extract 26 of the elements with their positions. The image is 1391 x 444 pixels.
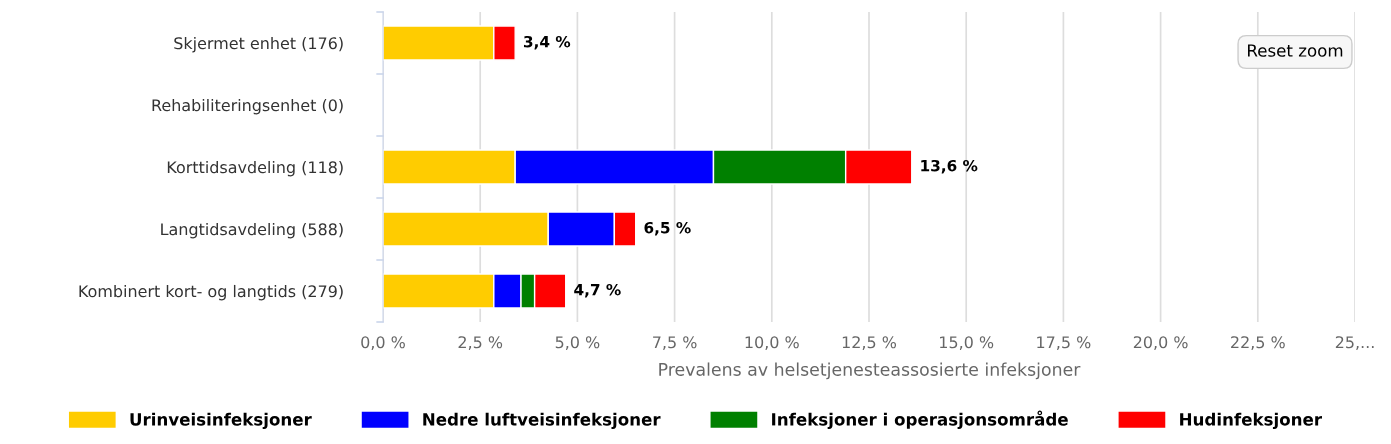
y-tick-label: Langtidsavdeling (588)	[161, 222, 343, 239]
y-tick-label: Kombinert kort- og langtids (279)	[79, 284, 343, 301]
legend-label: Nedre luftveisinfeksjoner	[423, 412, 661, 429]
x-tick-label: 2,5 %	[458, 336, 503, 350]
legend-label: Urinveisinfeksjoner	[130, 412, 312, 429]
legend-label: Hudinfeksjoner	[1180, 412, 1322, 429]
total-label: 13,6 %	[921, 159, 978, 174]
x-tick-label: 17,5 %	[1037, 336, 1091, 350]
y-tick-label: Skjermet enhet (176)	[174, 36, 343, 53]
annotation: Reset zoom	[1248, 44, 1343, 57]
x-tick-label: 0,0 %	[361, 336, 405, 350]
x-tick-label: 7,5 %	[653, 336, 697, 350]
x-tick-label: 5,0 %	[555, 336, 600, 350]
x-tick-label: 22,5 %	[1231, 336, 1285, 350]
x-tick-label: 12,5 %	[842, 336, 897, 350]
total-label: 4,7 %	[574, 283, 621, 298]
x-axis-title: Prevalens av helsetjenesteassosierte infeksjoner	[659, 362, 1081, 380]
total-label: 3,4 %	[523, 35, 571, 50]
y-tick-label: Rehabiliteringsenhet (0)	[152, 98, 343, 115]
x-tick-label: 25,...	[1335, 336, 1374, 350]
x-tick-label: 20,0 %	[1133, 336, 1188, 350]
x-tick-label: 15,0 %	[940, 336, 994, 350]
legend-label: Infeksjoner i operasjonsområde	[772, 410, 1068, 429]
x-tick-label: 10,0 %	[745, 336, 799, 350]
total-label: 6,5 %	[644, 221, 691, 236]
y-tick-label: Korttidsavdeling (118)	[167, 160, 343, 177]
